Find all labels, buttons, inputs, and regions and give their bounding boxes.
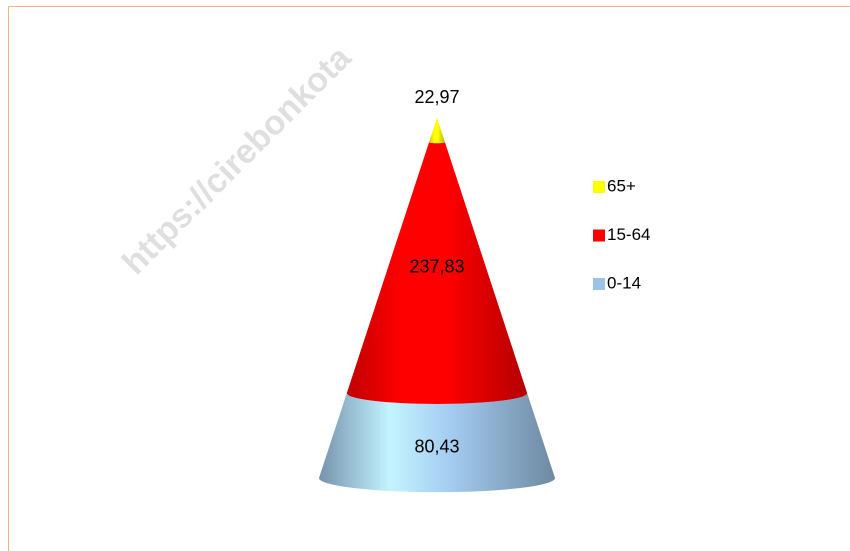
legend-label: 65+ bbox=[607, 176, 636, 195]
data-label: 80,43 bbox=[414, 436, 459, 456]
data-label: 22,97 bbox=[414, 87, 459, 107]
legend-swatch bbox=[593, 181, 605, 193]
cone-segment bbox=[319, 393, 555, 493]
watermark: https://cirebonkota bbox=[115, 38, 359, 282]
cone-segment bbox=[429, 118, 445, 144]
legend-label: 15-64 bbox=[607, 225, 650, 244]
legend-swatch bbox=[593, 278, 605, 290]
legend-swatch bbox=[593, 229, 605, 242]
legend-label: 0-14 bbox=[607, 273, 641, 292]
cone-segment bbox=[346, 142, 528, 404]
frame bbox=[8, 6, 850, 551]
data-label: 237,83 bbox=[409, 256, 464, 276]
